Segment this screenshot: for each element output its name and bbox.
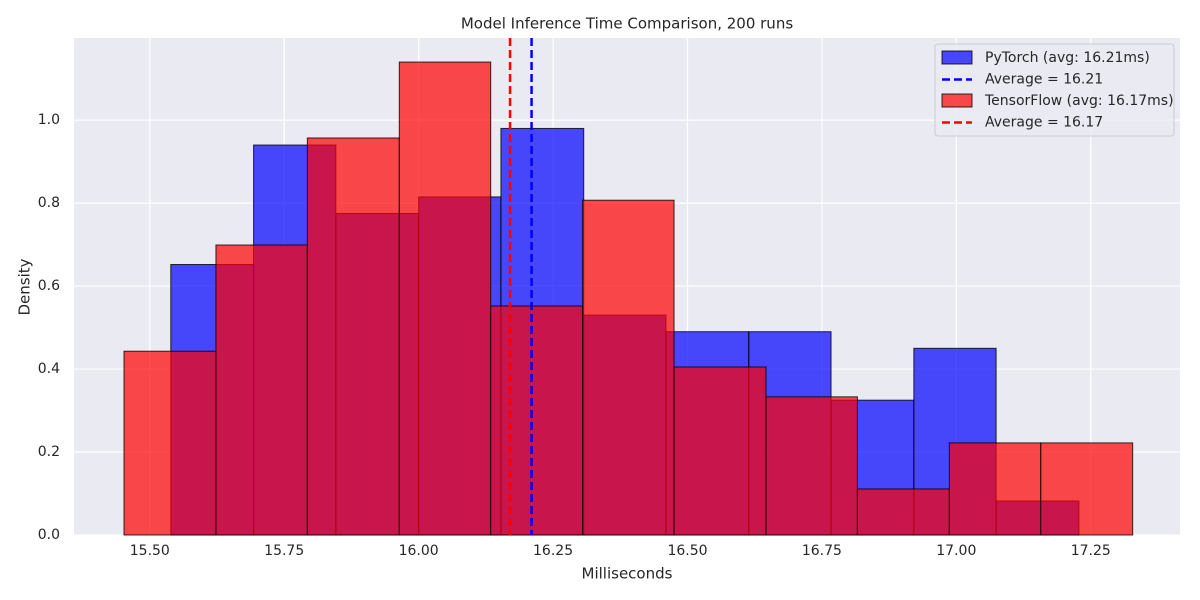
histogram-bar [490,305,584,536]
legend-label: Average = 16.17 [985,115,1103,131]
histogram-bar [215,244,308,536]
histogram-bar [1040,442,1134,536]
histogram-bar [398,61,492,536]
histogram-bar [673,366,767,536]
legend-label: PyTorch (avg: 16.21ms) [985,50,1150,66]
legend-swatch [941,93,973,108]
legend-label: Average = 16.21 [985,72,1103,88]
legend-swatch [941,50,973,65]
histogram-bar [765,396,858,536]
legend-label: TensorFlow (avg: 16.17ms) [984,93,1174,109]
y-tick-label: 0.6 [38,278,60,294]
histogram-bar [948,442,1042,536]
histogram-bar [306,137,400,536]
x-tick-label: 16.00 [399,543,439,559]
x-tick-label: 16.25 [533,543,573,559]
x-tick-label: 15.75 [264,543,304,559]
y-tick-label: 1.0 [38,112,60,128]
y-tick-label: 0.0 [38,527,60,543]
y-axis-label: Density [16,258,34,315]
x-tick-label: 16.75 [802,543,842,559]
y-tick-label: 0.8 [38,195,60,211]
x-tick-label: 17.25 [1071,543,1111,559]
histogram-bar [856,488,950,536]
chart-title: Model Inference Time Comparison, 200 run… [461,15,793,33]
x-axis-label: Milliseconds [582,565,673,583]
histogram-bar [582,199,675,536]
x-tick-label: 15.50 [130,543,170,559]
x-tick-label: 16.50 [667,543,707,559]
y-tick-label: 0.4 [38,361,60,377]
x-tick-label: 17.00 [936,543,976,559]
histogram-bar [123,350,217,536]
y-tick-label: 0.2 [38,444,60,460]
legend-box [934,43,1175,137]
